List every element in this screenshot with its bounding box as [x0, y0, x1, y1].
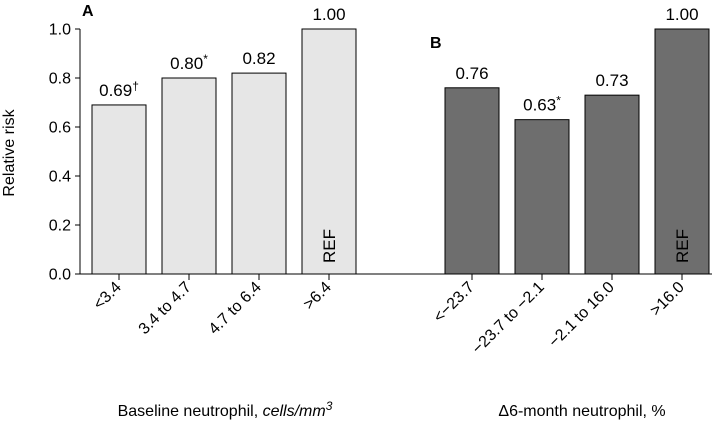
y-axis-label: Relative risk: [1, 108, 18, 196]
category-label: <−23.7: [431, 279, 478, 326]
data-label: 0.76: [455, 64, 488, 83]
category-label: <3.4: [90, 279, 124, 313]
y-tick-label: 0.0: [49, 267, 71, 284]
bar: [231, 72, 287, 275]
data-label: 0.82: [242, 49, 275, 68]
category-label: 4.7 to 6.4: [206, 279, 265, 338]
category-label: −23.7 to −2.1: [469, 279, 548, 358]
x-axis-label: Δ6-month neutrophil, %: [498, 403, 665, 420]
category-label: 3.4 to 4.7: [136, 279, 195, 338]
data-label: 0.73: [595, 71, 628, 90]
bar: [91, 104, 147, 275]
ref-label: REF: [320, 229, 339, 263]
y-tick-label: 0.4: [49, 169, 71, 186]
panel-label: A: [82, 3, 94, 20]
data-label: 0.69†: [99, 79, 139, 100]
category-label: >6.4: [300, 279, 334, 313]
panel-b: B 0.76 <−23.7 0.63* −23.7 to −2.1 0.73 −2.1 to…: [430, 5, 710, 420]
bar: [444, 87, 500, 275]
x-axis-label: Baseline neutrophil, cells/mm3: [118, 399, 333, 420]
y-tick-label: 0.6: [49, 120, 71, 137]
y-axis: 0.0 0.2 0.4 0.6 0.8 1.0: [49, 22, 712, 284]
data-label: 1.00: [665, 5, 698, 24]
ref-label: REF: [673, 229, 692, 263]
y-tick-label: 0.2: [49, 218, 71, 235]
y-tick-label: 0.8: [49, 71, 71, 88]
category-label: >16.0: [647, 279, 688, 320]
chart-panels: A 0.69† <3.4 0.80* 3.4 to 4.7 0.82 4.7 to 6.4 1…: [82, 3, 710, 420]
panel-a: A 0.69† <3.4 0.80* 3.4 to 4.7 0.82 4.7 to 6.4 1…: [82, 3, 357, 420]
bar: [301, 28, 357, 275]
data-label: 0.63*: [523, 94, 561, 115]
panel-label: B: [430, 35, 442, 52]
data-label: 1.00: [312, 5, 345, 24]
bar: [584, 94, 640, 275]
category-label: −2.1 to 16.0: [546, 279, 618, 351]
data-label: 0.80*: [170, 52, 208, 73]
bar: [161, 77, 217, 275]
y-tick-label: 1.0: [49, 22, 71, 39]
bar: [514, 119, 570, 275]
